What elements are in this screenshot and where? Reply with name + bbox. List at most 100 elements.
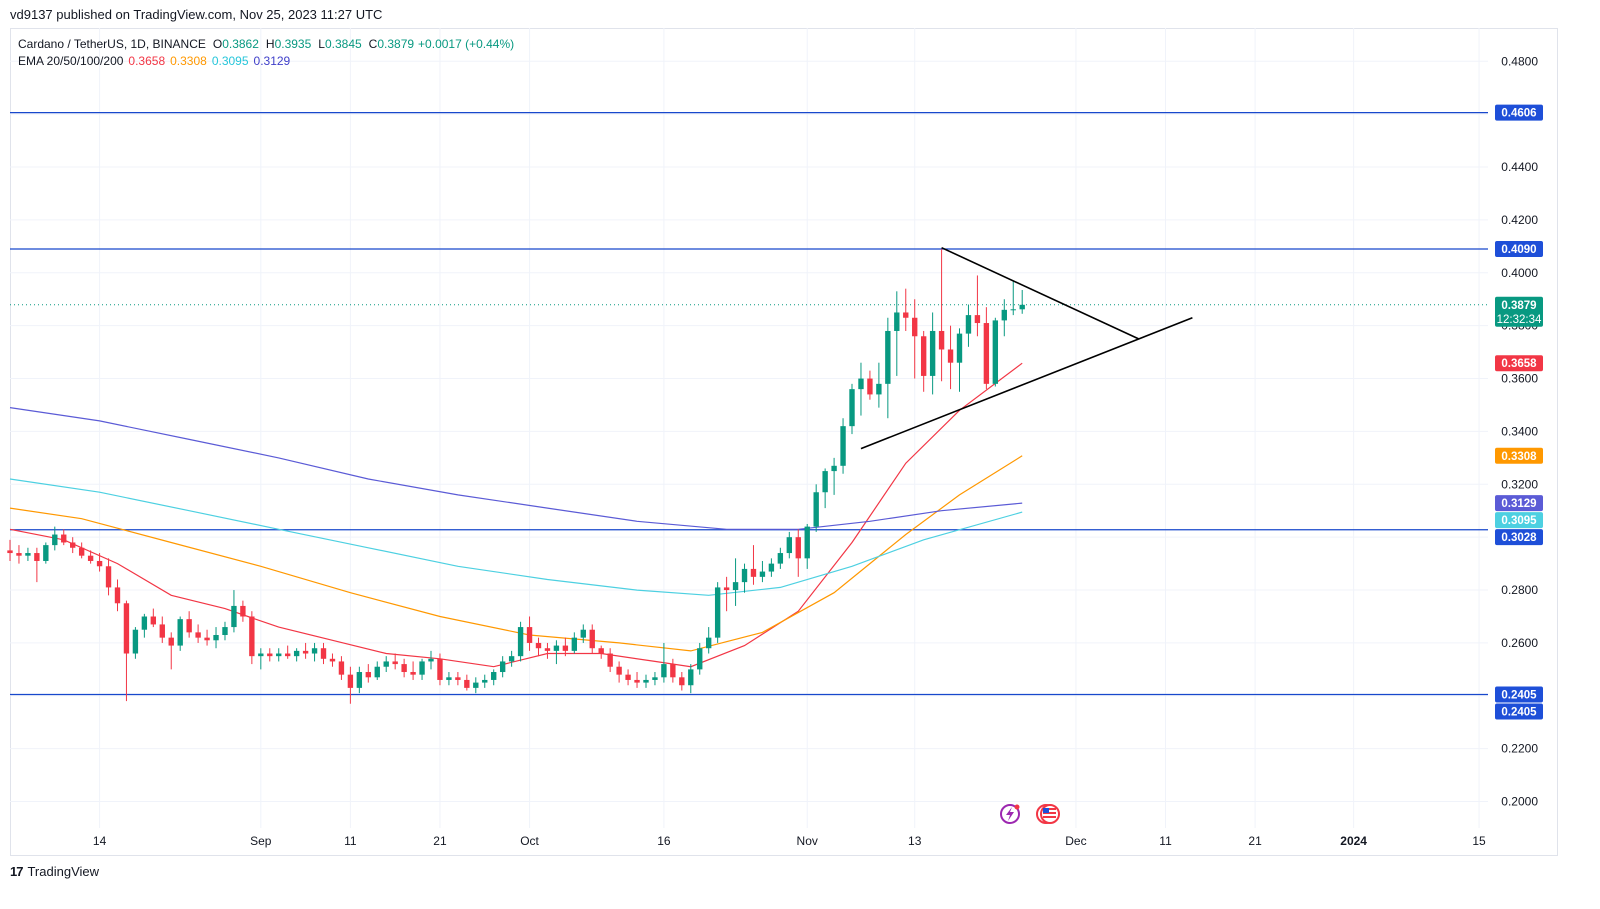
candle [491, 669, 497, 686]
price-badge: 0.3879 12:32:34 [1495, 296, 1543, 327]
candle-body [329, 658, 336, 662]
price-tick-label: 0.3200 [1501, 477, 1538, 491]
candle [974, 275, 981, 337]
price-tick-label: 0.3600 [1501, 372, 1538, 386]
candle-body [894, 312, 900, 331]
candle-body [858, 378, 864, 390]
candle-body [517, 627, 524, 657]
candle-body [1019, 304, 1025, 310]
candle-body [464, 679, 470, 688]
candle-body [1001, 309, 1007, 321]
candle-body [571, 637, 578, 651]
candle-body [920, 336, 927, 376]
price-badge-value: 0.3879 [1501, 300, 1536, 312]
candle [123, 600, 130, 702]
candle-body [804, 526, 810, 559]
candle [168, 632, 174, 670]
price-badge-countdown: 12:32:34 [1497, 314, 1542, 326]
candle [383, 656, 389, 673]
ema20-value: 0.3658 [128, 54, 166, 68]
lightning-event-icon[interactable] [1000, 804, 1020, 824]
candle [759, 560, 766, 583]
close-value: 0.3879 [377, 37, 415, 51]
candle-body [634, 679, 640, 683]
candle [894, 291, 900, 376]
candle-body [499, 661, 506, 673]
candle-body [491, 672, 497, 680]
candle [965, 304, 972, 347]
candle-body [885, 330, 891, 384]
candle-body [840, 426, 846, 466]
candle-body [992, 320, 999, 384]
candle [150, 608, 157, 628]
candle-body [679, 677, 685, 686]
candle-body [965, 315, 972, 334]
candle-body [105, 566, 112, 588]
candle-body [706, 637, 712, 649]
price-badge-bg [1495, 686, 1543, 703]
candle [186, 611, 192, 638]
candle [401, 658, 407, 678]
candle [302, 642, 309, 659]
candle-body [831, 465, 837, 472]
candle [706, 627, 712, 654]
time-axis: 14 Sep 11 21 Oct 16 Nov 13 Dec 11 21 2024 15 [93, 834, 1486, 848]
us-flag-event-icon[interactable] [1036, 804, 1060, 824]
price-badge-value: 0.4606 [1501, 108, 1536, 120]
candle [87, 550, 94, 564]
candle [61, 529, 67, 546]
trendline-upper [941, 246, 1139, 340]
candle-body [732, 582, 739, 591]
candle [43, 542, 49, 564]
price-badge-bg [1495, 512, 1543, 529]
candle [553, 640, 560, 665]
candle [437, 653, 443, 686]
candle-body [96, 560, 103, 567]
candle-body [186, 619, 192, 633]
low-value: 0.3845 [324, 37, 362, 51]
open-label: O [212, 37, 223, 51]
candle [213, 627, 219, 649]
close-label: C [368, 37, 378, 51]
candle-body [204, 637, 210, 641]
time-tick-label: 15 [1472, 834, 1486, 848]
price-badge-value: 0.3129 [1501, 498, 1536, 510]
candle [293, 648, 300, 662]
candle [562, 637, 569, 657]
candle-body [947, 349, 954, 363]
price-badge-bg [1495, 241, 1543, 258]
chart-legend: Cardano / TetherUS, 1D, BINANCE O0.3862 H0… [18, 36, 514, 70]
footer-branding[interactable]: 17 TradingView [10, 864, 99, 879]
candle-body [929, 330, 936, 376]
candle-body [61, 534, 67, 543]
price-badge-bg [1495, 104, 1543, 121]
candle [249, 611, 255, 665]
candle [876, 362, 882, 408]
candle-body [750, 568, 757, 577]
candle-body [473, 682, 479, 688]
candle [885, 317, 891, 419]
candle-body [150, 616, 157, 625]
candle-body [723, 587, 730, 591]
candle [732, 558, 739, 606]
candle [78, 542, 85, 559]
candle-body [903, 312, 909, 318]
ema-label[interactable]: EMA 20/50/100/200 [18, 54, 124, 68]
price-tick-label: 0.4800 [1501, 54, 1538, 68]
candle-body [428, 658, 434, 662]
candle [652, 672, 658, 686]
price-badge-value: 0.3308 [1501, 451, 1537, 463]
symbol-name[interactable]: Cardano / TetherUS, 1D, BINANCE [18, 37, 206, 51]
candle [473, 677, 479, 694]
candle [34, 547, 40, 583]
candle-body [446, 677, 452, 680]
candle [1001, 299, 1007, 337]
candle-body [822, 471, 828, 493]
candle [52, 526, 58, 551]
candle-body [419, 661, 425, 675]
candle-body [195, 632, 201, 638]
candles [7, 249, 1025, 704]
high-value: 0.3935 [274, 37, 312, 51]
candle-body [177, 619, 183, 646]
